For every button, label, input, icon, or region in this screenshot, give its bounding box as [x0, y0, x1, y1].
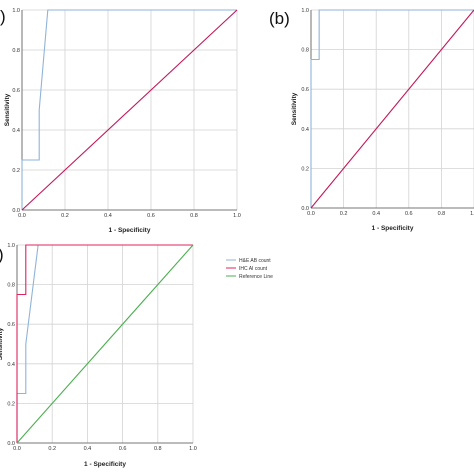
y-tick-label: 0.4	[12, 128, 20, 134]
y-tick-label: 0.2	[12, 168, 20, 174]
y-axis-label: Sensitivity	[0, 327, 4, 360]
x-axis-label: 1 - Specificity	[84, 461, 126, 468]
x-tick-label: 1.0	[470, 211, 474, 217]
panel-label: )	[0, 245, 4, 264]
x-tick-label: 0.0	[18, 213, 26, 219]
x-tick-label: 1.0	[189, 446, 197, 452]
y-tick-label: 0.0	[301, 206, 309, 212]
x-axis-label: 1 - Specificity	[372, 225, 414, 232]
x-tick-label: 0.8	[438, 211, 446, 217]
y-tick-label: 0.2	[7, 401, 15, 407]
legend-label: Reference Line	[239, 274, 273, 280]
roc-curve-series-3	[16, 244, 194, 444]
panel-label: )	[0, 7, 6, 26]
x-tick-label: 1.0	[233, 213, 241, 219]
y-tick-label: 1.0	[7, 243, 15, 249]
x-tick-label: 0.2	[61, 213, 69, 219]
y-tick-label: 0.4	[301, 127, 309, 133]
legend: H&E AB count IHC AI count Reference Line	[226, 258, 273, 280]
roc-curve-series-2	[310, 9, 474, 209]
y-tick-label: 0.4	[7, 362, 15, 368]
legend-label: IHC AI count	[239, 266, 268, 272]
legend-label: H&E AB count	[239, 258, 271, 264]
y-tick-label: 0.6	[301, 87, 309, 93]
y-tick-label: 1.0	[12, 8, 20, 14]
y-tick-label: 1.0	[301, 8, 309, 14]
x-tick-label: 0.0	[307, 211, 315, 217]
y-tick-label: 0.2	[301, 166, 309, 172]
y-tick-label: 0.0	[7, 441, 15, 447]
y-tick-label: 0.8	[7, 283, 15, 289]
y-axis-label: Sensitivity	[291, 92, 298, 125]
roc-curve-series-1	[21, 9, 237, 210]
y-tick-label: 0.8	[12, 48, 20, 54]
y-axis-label: Sensitivity	[4, 93, 11, 126]
y-tick-label: 0.6	[7, 322, 15, 328]
y-tick-label: 0.8	[301, 48, 309, 54]
x-tick-label: 0.4	[104, 213, 112, 219]
x-tick-label: 0.8	[154, 446, 162, 452]
roc-curve-series-2	[21, 9, 238, 211]
x-axis-label: 1 - Specificity	[109, 227, 151, 234]
x-tick-label: 0.2	[48, 446, 56, 452]
x-tick-label: 0.4	[84, 446, 92, 452]
y-tick-label: 0.0	[12, 208, 20, 214]
x-tick-label: 0.6	[405, 211, 413, 217]
x-tick-label: 0.0	[13, 446, 21, 452]
y-tick-label: 0.6	[12, 88, 20, 94]
roc-panel-1: 0.0 0.2 0.4 0.6 0.8 1.0 0.0 0.2 0.4 0.6 0.8 1.0 1 - …	[0, 7, 241, 234]
x-tick-label: 0.2	[340, 211, 348, 217]
roc-panel-3: 0.0 0.2 0.4 0.6 0.8 1.0 0.0 0.2 0.4 0.6 0.8 1.0 1 - …	[0, 243, 273, 468]
roc-curve-series-1	[310, 9, 474, 208]
x-tick-label: 0.6	[147, 213, 155, 219]
x-tick-label: 0.8	[190, 213, 198, 219]
roc-panel-2: 0.0 0.2 0.4 0.6 0.8 1.0 0.0 0.2 0.4 0.6 0.8 1.0 1 - …	[269, 8, 474, 232]
roc-curve-series-2	[16, 244, 193, 443]
x-tick-label: 0.6	[119, 446, 127, 452]
x-tick-label: 0.4	[372, 211, 380, 217]
panel-label: (b)	[269, 9, 290, 28]
